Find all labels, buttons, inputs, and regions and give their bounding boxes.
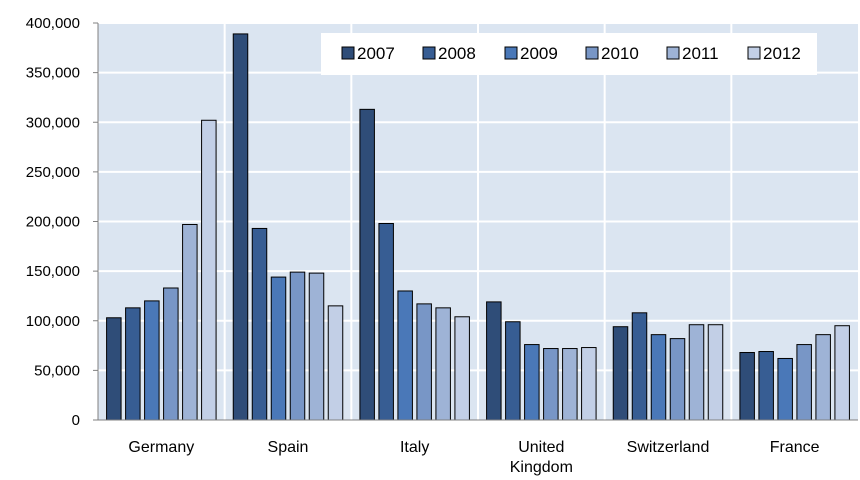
y-tick-label: 150,000 <box>26 263 80 280</box>
bar-2010 <box>543 348 559 421</box>
bar-2007 <box>612 326 629 421</box>
x-tick-label: United Kingdom <box>510 439 573 476</box>
legend-label-2008: 2008 <box>438 44 476 63</box>
bar-2009 <box>650 334 667 421</box>
bar-2009 <box>270 276 287 421</box>
legend-swatch-2010 <box>585 46 599 60</box>
gridlines <box>98 22 858 420</box>
bar-2008 <box>125 307 141 421</box>
y-tick-label: 200,000 <box>26 214 80 231</box>
x-axis: Germany Spain Italy United Kingdom Switzerlan… <box>98 419 858 476</box>
y-tick-label: 100,000 <box>26 313 80 330</box>
bar-2011 <box>815 334 831 421</box>
bar-2010 <box>163 287 179 421</box>
y-tick-label: 300,000 <box>26 114 80 131</box>
bar-2012 <box>454 316 470 421</box>
legend-label-2010: 2010 <box>601 44 639 63</box>
x-tick-label: Italy <box>400 439 429 456</box>
bar-2011 <box>182 223 198 421</box>
bar-2011 <box>308 272 325 421</box>
bar-2012 <box>201 119 217 421</box>
bar-2008 <box>251 227 268 421</box>
y-tick-label: 0 <box>72 412 80 429</box>
legend-label-2007: 2007 <box>357 44 395 63</box>
bar-2012 <box>834 325 850 421</box>
legend-box <box>321 33 817 75</box>
bar-2007 <box>486 301 502 421</box>
bar-2009 <box>397 290 413 421</box>
legend: 2007 2008 2009 2010 2011 2012 <box>321 33 817 75</box>
bar-2012 <box>707 324 724 421</box>
bar-2012 <box>327 305 344 421</box>
bar-2012 <box>581 347 597 421</box>
legend-swatch-2008 <box>422 46 436 60</box>
bar-2008 <box>378 222 394 421</box>
bar-2008 <box>505 321 521 421</box>
bar-2010 <box>796 344 812 421</box>
y-axis: 0 50,000 100,000 150,000 200,000 250,000 300,0… <box>26 15 99 429</box>
x-tick-label: Switzerland <box>627 439 710 456</box>
bar-2007 <box>106 317 122 421</box>
x-tick-label: Spain <box>268 439 309 456</box>
legend-swatch-2011 <box>666 46 680 60</box>
x-tick-label: Germany <box>128 439 194 456</box>
bar-2009 <box>777 357 793 421</box>
bar-2010 <box>669 338 686 421</box>
y-tick-label: 250,000 <box>26 164 80 181</box>
bar-2011 <box>688 324 705 421</box>
y-tick-label: 350,000 <box>26 65 80 82</box>
bar-2009 <box>144 300 160 421</box>
bar-2010 <box>289 271 306 421</box>
bar-2010 <box>416 303 432 421</box>
bar-2007 <box>232 33 249 421</box>
legend-swatch-2012 <box>747 46 761 60</box>
legend-swatch-2009 <box>504 46 518 60</box>
bars <box>106 33 850 421</box>
y-tick-label: 400,000 <box>26 15 80 32</box>
bar-2011 <box>435 307 451 421</box>
bar-2009 <box>524 344 540 421</box>
y-tick-label: 50,000 <box>34 362 80 379</box>
legend-label-2012: 2012 <box>763 44 801 63</box>
legend-label-2009: 2009 <box>520 44 558 63</box>
bar-2007 <box>359 108 375 421</box>
bar-2007 <box>739 352 755 421</box>
legend-swatch-2007 <box>341 46 355 60</box>
legend-label-2011: 2011 <box>682 44 719 63</box>
bar-2011 <box>562 348 578 421</box>
x-tick-label: France <box>770 439 820 456</box>
bar-2008 <box>758 351 774 421</box>
bar-2008 <box>631 312 648 421</box>
